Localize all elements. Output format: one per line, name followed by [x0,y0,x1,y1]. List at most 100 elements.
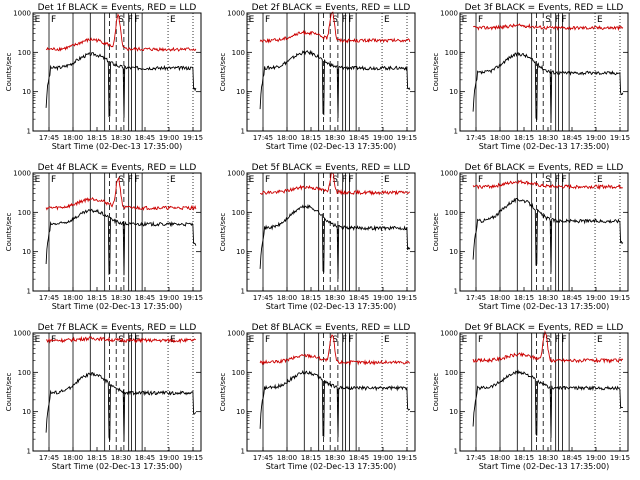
x-tick-label: 19:15 [397,454,417,462]
x-tick-label: 19:15 [610,294,630,302]
y-tick-label: 1 [241,288,245,296]
interval-marker: E [170,15,176,25]
y-tick-label: 100 [445,369,458,377]
y-tick-label: 100 [445,209,458,217]
x-tick-label: 18:15 [301,454,321,462]
interval-marker: S [332,15,338,25]
panel-title: Det 9f BLACK = Events, RED = LLD [465,323,624,333]
interval-marker: E [597,15,603,25]
x-axis-title: Start Time (02-Dec-13 17:35:00) [266,142,397,151]
interval-marker: F [349,175,354,185]
x-tick-label: 18:30 [538,134,558,142]
y-axis-title: Counts/sec [5,213,13,252]
interval-marker: F [128,175,133,185]
plot-frame [246,332,416,452]
interval-marker: F [342,15,347,25]
y-axis-title: Counts/sec [5,53,13,92]
y-tick-label: 1000 [13,10,31,18]
series-events [45,208,197,276]
y-tick-label: 1 [454,128,458,136]
x-tick-label: 19:15 [183,294,203,302]
y-tick-label: 100 [18,369,31,377]
y-axis-title: Counts/sec [432,53,440,92]
x-tick-label: 19:15 [183,134,203,142]
interval-marker: F [349,15,354,25]
x-tick-label: 18:00 [63,294,83,302]
y-tick-label: 1 [27,448,31,456]
plot-frame [459,172,629,292]
y-tick-label: 1000 [227,170,245,178]
y-axis-title: Counts/sec [219,213,227,252]
y-tick-label: 1000 [13,330,31,338]
x-tick-label: 18:15 [301,134,321,142]
y-tick-label: 100 [445,49,458,57]
y-tick-label: 100 [232,49,245,57]
y-tick-label: 1000 [227,10,245,18]
x-tick-label: 17:45 [39,454,59,462]
panel-title: Det 1f BLACK = Events, RED = LLD [38,3,197,13]
x-tick-label: 17:45 [253,294,273,302]
x-tick-label: 17:45 [253,454,273,462]
y-tick-label: 1000 [227,330,245,338]
interval-marker: E [249,335,255,345]
y-tick-label: 10 [22,88,31,96]
x-axis-title: Start Time (02-Dec-13 17:35:00) [52,302,183,311]
interval-marker: F [478,15,483,25]
interval-marker: F [478,335,483,345]
interval-marker: F [555,175,560,185]
x-tick-label: 19:00 [159,294,179,302]
x-tick-label: 18:45 [135,134,155,142]
y-tick-label: 100 [18,49,31,57]
plot-frame [32,332,202,452]
interval-marker: S [545,335,551,345]
y-tick-label: 10 [22,408,31,416]
plot-frame [246,12,416,132]
x-tick-label: 19:00 [373,454,393,462]
interval-marker: F [265,175,270,185]
x-tick-label: 18:00 [490,134,510,142]
interval-marker: E [249,15,255,25]
y-axis-title: Counts/sec [432,373,440,412]
x-tick-label: 18:45 [349,454,369,462]
interval-marker: F [342,335,347,345]
y-tick-label: 1 [454,288,458,296]
y-tick-label: 10 [449,88,458,96]
x-tick-label: 17:45 [39,294,59,302]
interval-marker: S [118,15,124,25]
plot-frame [32,172,202,292]
interval-marker: F [51,335,56,345]
plot-frame [246,172,416,292]
series-events [472,51,624,124]
x-tick-label: 18:30 [111,134,131,142]
interval-marker: E [462,15,468,25]
series-lld [259,11,411,44]
x-axis-title: Start Time (02-Dec-13 17:35:00) [479,462,610,471]
x-tick-label: 18:30 [538,294,558,302]
x-tick-label: 18:30 [325,134,345,142]
x-tick-label: 18:00 [277,294,297,302]
x-tick-label: 18:30 [325,454,345,462]
y-tick-label: 1000 [13,170,31,178]
interval-marker: F [51,15,56,25]
panel-title: Det 5f BLACK = Events, RED = LLD [252,163,411,173]
plot-frame [459,332,629,452]
series-lld [472,330,624,364]
y-tick-label: 1 [454,448,458,456]
plot-frame [32,12,202,132]
series-events [45,52,197,118]
y-tick-label: 1 [27,288,31,296]
interval-marker: F [135,175,140,185]
x-tick-label: 18:45 [135,294,155,302]
interval-marker: E [384,175,390,185]
interval-marker: F [562,175,567,185]
interval-marker: F [51,175,56,185]
interval-marker: S [545,15,551,25]
interval-marker: E [384,15,390,25]
